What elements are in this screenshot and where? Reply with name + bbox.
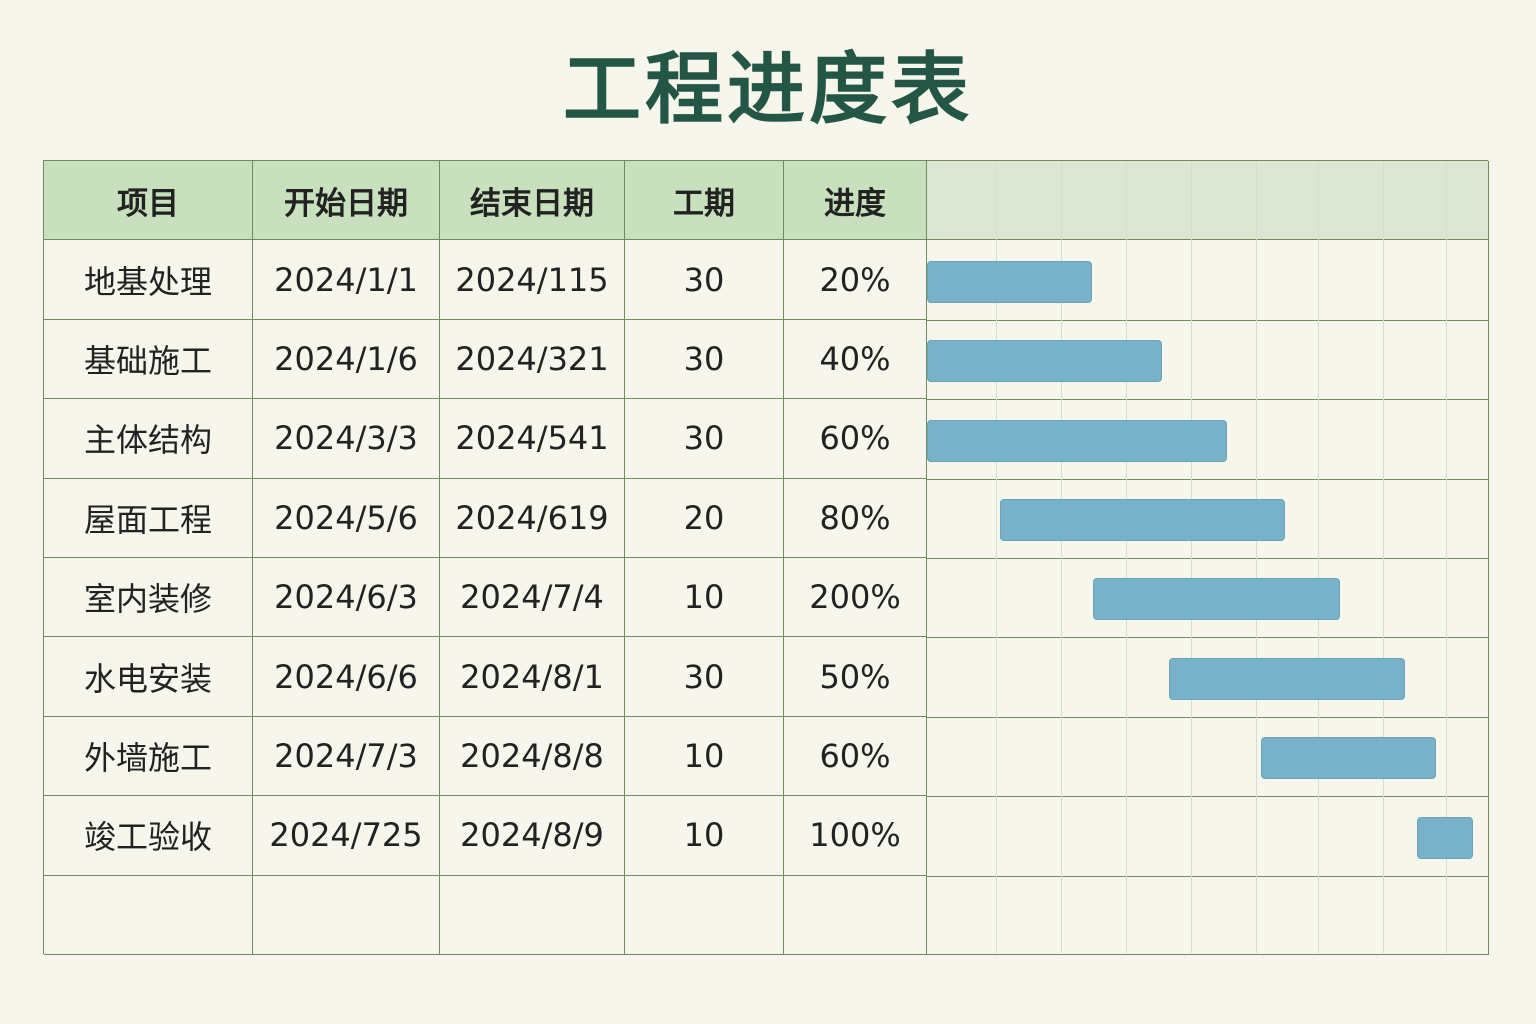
row-2-progress: 40% [784, 319, 927, 400]
progress-table: 项目 开始日期 结束日期 工期 进度 地基处理 2024/1/1 2024/11… [43, 160, 1489, 955]
gantt-row-divider [927, 319, 1488, 321]
row-3-end: 2024/541 [440, 399, 625, 479]
row-8-end: 2024/8/9 [440, 796, 625, 876]
row-5-progress: 200% [784, 557, 927, 638]
row-7-end: 2024/8/8 [440, 716, 625, 797]
row-3-progress: 60% [784, 399, 927, 479]
gantt-row-divider [927, 716, 1488, 718]
row-2-start: 2024/1/6 [253, 319, 440, 400]
header-progress: 进度 [784, 161, 927, 241]
header-project: 项目 [44, 161, 253, 241]
empty-cell [784, 875, 927, 955]
row-8-start: 2024/725 [253, 796, 440, 876]
row-5-end: 2024/7/4 [440, 557, 625, 638]
row-4-start: 2024/5/6 [253, 478, 440, 558]
gantt-row-divider [927, 637, 1488, 639]
empty-cell [625, 875, 784, 955]
row-4-duration: 20 [625, 478, 784, 558]
row-8-duration: 10 [625, 796, 784, 876]
row-6-progress: 50% [784, 637, 927, 717]
gantt-row-divider [927, 875, 1488, 877]
gantt-row-divider [927, 557, 1488, 559]
row-4-progress: 80% [784, 478, 927, 558]
row-3-duration: 30 [625, 399, 784, 479]
row-6-start: 2024/6/6 [253, 637, 440, 717]
row-8-name: 竣工验收 [44, 796, 253, 876]
header-end-date: 结束日期 [440, 161, 625, 241]
row-5-name: 室内装修 [44, 557, 253, 638]
empty-cell [253, 875, 440, 955]
page-title: 工程进度表 [562, 45, 973, 135]
row-4-name: 屋面工程 [44, 478, 253, 558]
gantt-row-divider [927, 478, 1488, 480]
header-duration: 工期 [625, 161, 784, 241]
gantt-row-divider [927, 796, 1488, 798]
empty-cell [440, 875, 625, 955]
row-4-end: 2024/619 [440, 478, 625, 558]
empty-cell [44, 875, 253, 955]
gantt-header [927, 161, 1489, 241]
row-6-end: 2024/8/1 [440, 637, 625, 717]
row-2-duration: 30 [625, 319, 784, 400]
row-7-start: 2024/7/3 [253, 716, 440, 797]
row-3-start: 2024/3/3 [253, 399, 440, 479]
row-5-duration: 10 [625, 557, 784, 638]
row-6-name: 水电安装 [44, 637, 253, 717]
row-1-duration: 30 [625, 240, 784, 320]
row-2-name: 基础施工 [44, 319, 253, 400]
header-start-date: 开始日期 [253, 161, 440, 241]
row-7-progress: 60% [784, 716, 927, 797]
row-6-duration: 30 [625, 637, 784, 717]
row-7-duration: 10 [625, 716, 784, 797]
row-5-start: 2024/6/3 [253, 557, 440, 638]
gantt-chart-area [927, 240, 1489, 955]
row-7-name: 外墙施工 [44, 716, 253, 797]
gantt-row-divider [927, 399, 1488, 401]
row-3-name: 主体结构 [44, 399, 253, 479]
row-2-end: 2024/321 [440, 319, 625, 400]
row-1-name: 地基处理 [44, 240, 253, 320]
row-1-end: 2024/115 [440, 240, 625, 320]
row-1-progress: 20% [784, 240, 927, 320]
row-1-start: 2024/1/1 [253, 240, 440, 320]
row-8-progress: 100% [784, 796, 927, 876]
